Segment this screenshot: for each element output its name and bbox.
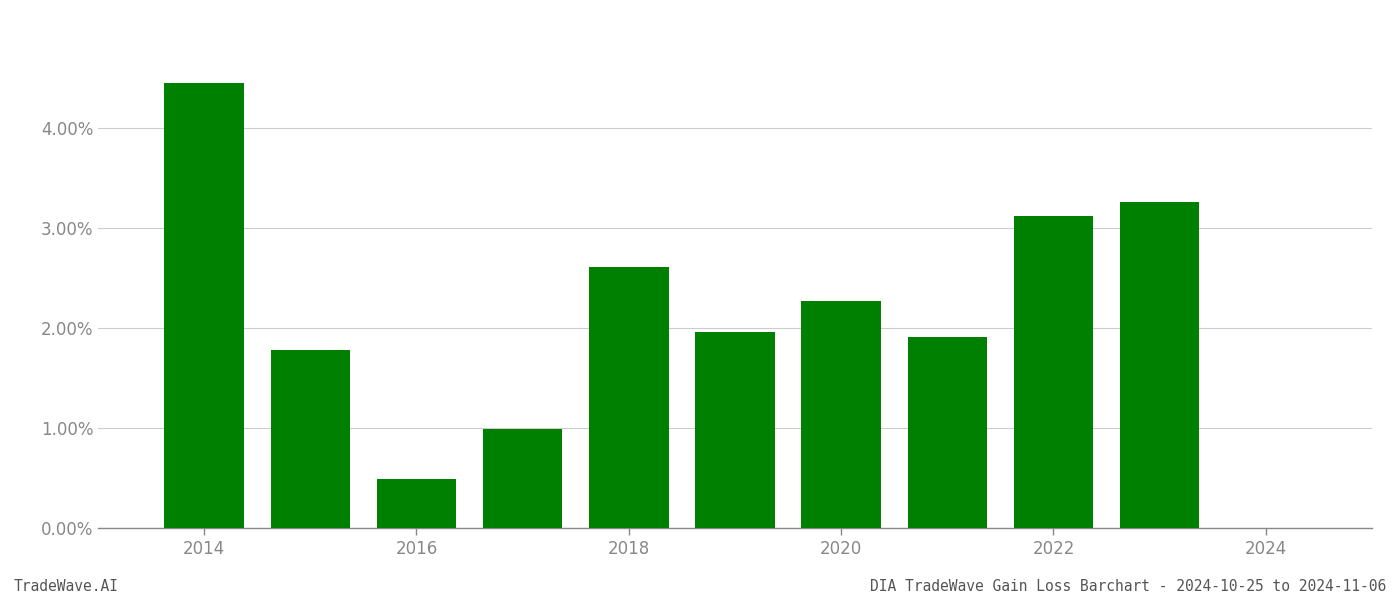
Text: TradeWave.AI: TradeWave.AI (14, 579, 119, 594)
Bar (801, 301, 881, 528)
Bar (907, 337, 987, 528)
Bar (377, 479, 456, 528)
Bar (696, 332, 774, 528)
Bar (1120, 202, 1200, 528)
Bar (164, 83, 244, 528)
Bar (483, 429, 563, 528)
Bar (1014, 216, 1093, 528)
Bar (270, 350, 350, 528)
Text: DIA TradeWave Gain Loss Barchart - 2024-10-25 to 2024-11-06: DIA TradeWave Gain Loss Barchart - 2024-… (869, 579, 1386, 594)
Bar (589, 267, 669, 528)
